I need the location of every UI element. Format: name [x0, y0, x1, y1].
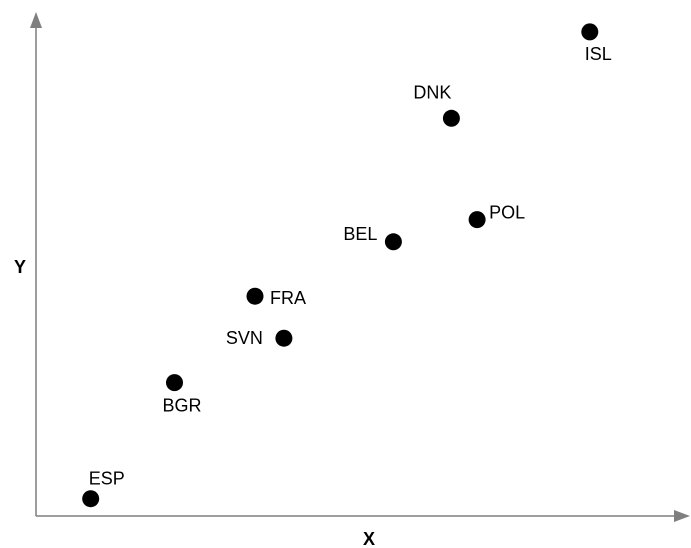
- x-axis-arrow-icon: [674, 510, 690, 522]
- data-label-isl: ISL: [585, 44, 612, 64]
- data-point-bel: [384, 233, 402, 251]
- data-points: ESP BGR FRA SVN BEL POL DNK ISL: [82, 23, 612, 508]
- data-point-svn: [275, 329, 293, 347]
- y-axis-arrow-icon: [30, 12, 42, 28]
- data-point-isl: [581, 23, 599, 41]
- data-label-esp: ESP: [89, 469, 125, 489]
- data-label-bel: BEL: [343, 224, 377, 244]
- data-point-esp: [82, 490, 100, 508]
- data-point-bgr: [166, 374, 183, 392]
- data-label-svn: SVN: [226, 328, 263, 348]
- data-point-fra: [246, 287, 264, 305]
- data-point-dnk: [442, 109, 460, 127]
- x-axis-title: X: [363, 529, 375, 548]
- data-label-bgr: BGR: [163, 396, 202, 416]
- y-axis-title: Y: [14, 257, 26, 277]
- data-label-fra: FRA: [270, 288, 306, 308]
- data-label-pol: POL: [489, 203, 525, 223]
- data-point-pol: [468, 211, 486, 229]
- data-label-dnk: DNK: [413, 82, 451, 102]
